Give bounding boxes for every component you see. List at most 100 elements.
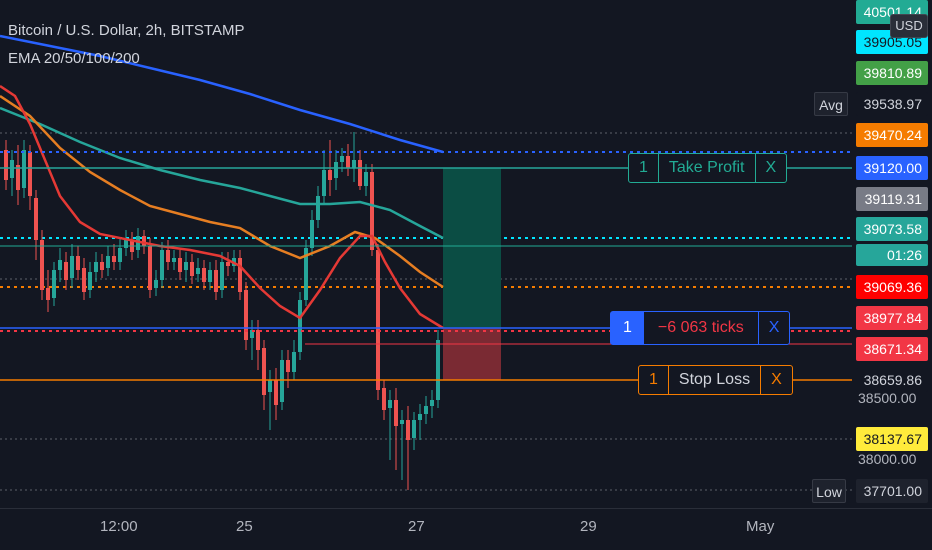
candle-body bbox=[424, 406, 428, 414]
candle-body bbox=[94, 262, 98, 272]
price-label: 39470.24 bbox=[856, 123, 928, 147]
candle-body bbox=[346, 156, 350, 168]
candle-body bbox=[376, 250, 380, 390]
candle-body bbox=[322, 170, 326, 196]
price-label: 39538.97 bbox=[856, 92, 928, 116]
price-label: 38977.84 bbox=[856, 306, 928, 330]
price-label: 38659.86 bbox=[856, 368, 928, 392]
position-pnl-label: −6 063 ticks bbox=[657, 319, 744, 336]
candle-body bbox=[250, 330, 254, 338]
candle-body bbox=[118, 248, 122, 262]
candle-body bbox=[286, 360, 290, 372]
candle-body bbox=[112, 256, 116, 262]
candle-body bbox=[166, 250, 170, 262]
candle-body bbox=[190, 262, 194, 276]
take-profit-qty: 1 bbox=[639, 159, 648, 176]
candle-body bbox=[64, 262, 68, 280]
candle-body bbox=[214, 270, 218, 292]
candle-body bbox=[226, 262, 230, 266]
candle-body bbox=[16, 165, 20, 190]
candle-body bbox=[256, 330, 260, 350]
time-label: 27 bbox=[408, 518, 425, 535]
time-label: 25 bbox=[236, 518, 253, 535]
price-label: 39810.89 bbox=[856, 61, 928, 85]
candle-body bbox=[238, 258, 242, 292]
ema20-line bbox=[0, 84, 444, 330]
candle-body bbox=[382, 388, 386, 410]
candle-body bbox=[202, 268, 206, 282]
symbol-title[interactable]: Bitcoin / U.S. Dollar, 2h, BITSTAMP bbox=[8, 22, 245, 39]
candle-body bbox=[292, 352, 296, 372]
price-label: 39905.05 bbox=[856, 30, 928, 54]
price-label: 38137.67 bbox=[856, 427, 928, 451]
price-label: 39073.58 bbox=[856, 217, 928, 241]
candle-body bbox=[334, 162, 338, 178]
candle-body bbox=[28, 152, 32, 196]
candle-body bbox=[52, 270, 56, 298]
price-tick: 38000.00 bbox=[858, 451, 917, 467]
candle-body bbox=[82, 268, 86, 292]
candle-body bbox=[178, 258, 182, 272]
candle-body bbox=[10, 160, 14, 178]
candle-body bbox=[196, 268, 200, 274]
candle-body bbox=[430, 400, 434, 406]
stop-loss-qty: 1 bbox=[649, 371, 658, 388]
price-tick: 38500.00 bbox=[858, 390, 917, 406]
candle-body bbox=[154, 280, 158, 288]
candle-body bbox=[172, 258, 176, 262]
candle-body bbox=[400, 420, 404, 424]
low-tag: Low bbox=[812, 479, 846, 503]
take-profit-close-button[interactable]: X bbox=[754, 154, 787, 182]
ema50-line bbox=[0, 94, 444, 289]
price-label: 39069.36 bbox=[856, 275, 928, 299]
candle-body bbox=[70, 256, 74, 278]
candle-body bbox=[4, 150, 8, 180]
stop-loss-order[interactable]: 1 Stop Loss X bbox=[638, 365, 793, 395]
candle-body bbox=[310, 220, 314, 248]
candle-body bbox=[412, 420, 416, 438]
price-chart[interactable] bbox=[0, 0, 852, 508]
time-label: 29 bbox=[580, 518, 597, 535]
candle-body bbox=[142, 236, 146, 246]
candle-body bbox=[388, 400, 392, 408]
candle-body bbox=[304, 248, 308, 300]
position-order[interactable]: 1 −6 063 ticks X bbox=[610, 311, 791, 345]
candle-body bbox=[364, 172, 368, 186]
candle-body bbox=[358, 160, 362, 186]
candle-body bbox=[100, 262, 104, 270]
position-close-button[interactable]: X bbox=[757, 312, 790, 344]
take-profit-label: Take Profit bbox=[657, 154, 755, 182]
candle-body bbox=[274, 380, 278, 405]
price-label: 01:26 bbox=[856, 244, 928, 266]
stop-loss-label: Stop Loss bbox=[667, 366, 760, 394]
indicator-legend[interactable]: EMA 20/50/100/200 bbox=[8, 50, 140, 67]
time-label: 12:00 bbox=[100, 518, 138, 535]
candle-body bbox=[106, 256, 110, 268]
candle-body bbox=[244, 290, 248, 340]
candle-body bbox=[220, 262, 224, 290]
stop-loss-close-button[interactable]: X bbox=[760, 366, 792, 394]
candle-body bbox=[262, 348, 266, 395]
ema100-line bbox=[0, 106, 444, 240]
time-axis[interactable] bbox=[0, 508, 932, 550]
candle-body bbox=[418, 414, 422, 420]
price-label: 37701.00 bbox=[856, 479, 928, 503]
candle-body bbox=[280, 360, 284, 402]
candlesticks bbox=[4, 132, 440, 490]
ema200-line bbox=[0, 34, 444, 154]
take-profit-order[interactable]: 1 Take Profit X bbox=[628, 153, 788, 183]
candle-body bbox=[268, 380, 272, 392]
candle-body bbox=[340, 156, 344, 162]
avg-tag: Avg bbox=[814, 92, 848, 116]
candle-body bbox=[208, 270, 212, 282]
candle-body bbox=[352, 160, 356, 168]
candle-body bbox=[40, 240, 44, 290]
candle-body bbox=[88, 272, 92, 290]
candle-body bbox=[316, 196, 320, 220]
candle-body bbox=[22, 150, 26, 188]
time-label: May bbox=[746, 518, 775, 535]
currency-button[interactable]: USD bbox=[890, 14, 928, 38]
candle-body bbox=[160, 250, 164, 280]
candle-body bbox=[406, 420, 410, 440]
